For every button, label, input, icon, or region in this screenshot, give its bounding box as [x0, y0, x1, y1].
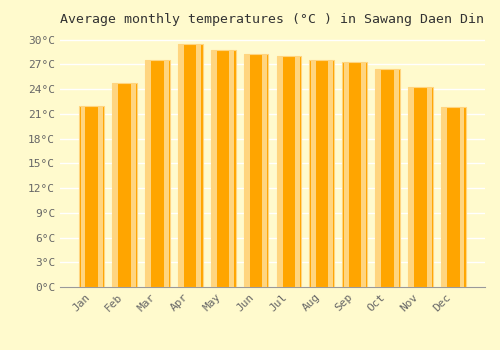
Bar — [328, 60, 333, 287]
Bar — [344, 62, 348, 287]
Bar — [145, 60, 170, 287]
Title: Average monthly temperatures (°C ) in Sawang Daen Din: Average monthly temperatures (°C ) in Sa… — [60, 13, 484, 26]
Bar — [146, 60, 151, 287]
Bar — [310, 60, 316, 287]
Bar — [178, 44, 203, 287]
Bar — [394, 69, 398, 287]
Bar — [295, 56, 300, 287]
Bar — [164, 60, 168, 287]
Bar — [244, 54, 268, 287]
Bar — [212, 50, 217, 287]
Bar — [426, 87, 432, 287]
Bar — [114, 83, 118, 287]
Bar — [276, 56, 301, 287]
Bar — [460, 107, 464, 287]
Bar — [278, 56, 283, 287]
Bar — [112, 83, 137, 287]
Bar — [245, 54, 250, 287]
Bar — [361, 62, 366, 287]
Bar — [376, 69, 382, 287]
Bar — [310, 60, 334, 287]
Bar — [130, 83, 136, 287]
Bar — [408, 87, 433, 287]
Bar — [376, 69, 400, 287]
Bar — [410, 87, 414, 287]
Bar — [441, 107, 466, 287]
Bar — [80, 106, 86, 287]
Bar — [196, 44, 202, 287]
Bar — [342, 62, 367, 287]
Bar — [211, 50, 236, 287]
Bar — [442, 107, 447, 287]
Bar — [262, 54, 267, 287]
Bar — [80, 106, 104, 287]
Bar — [230, 50, 234, 287]
Bar — [98, 106, 102, 287]
Bar — [179, 44, 184, 287]
